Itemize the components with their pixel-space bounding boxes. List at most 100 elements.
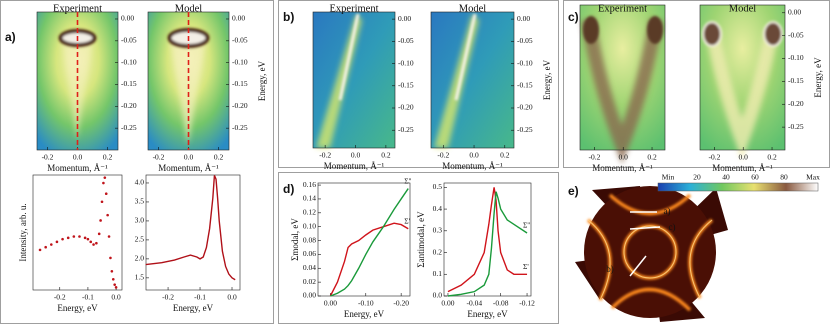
y-tick-label: 0.06 <box>303 249 316 258</box>
data-point <box>113 283 116 286</box>
colorbar-label: 80 <box>780 173 788 182</box>
x-tick-label: 0.2 <box>500 151 510 160</box>
x-tick-label: 0.0 <box>184 153 194 162</box>
y-tick-label: -0.05 <box>232 36 248 45</box>
cut-label: c) <box>669 222 676 232</box>
heatmap-title: Model <box>175 3 202 14</box>
panel-label: b) <box>283 10 294 24</box>
y-tick-label: -0.05 <box>517 36 533 45</box>
y-tick-label: 0.5 <box>433 182 443 191</box>
data-point <box>78 235 81 238</box>
x-tick-label: -0.2 <box>319 151 331 160</box>
x-tick-label: -0.20 <box>393 299 409 308</box>
colorbar-label: Max <box>806 173 820 182</box>
y-tick-label: -0.20 <box>398 103 414 112</box>
y-tick-label: -0.20 <box>788 99 804 108</box>
x-tick-label: 0.2 <box>381 151 391 160</box>
y-tick-label: -0.10 <box>398 58 414 67</box>
x-axis-label: Momentum, Å⁻¹ <box>47 163 108 173</box>
y-tick-label: -0.15 <box>121 79 137 88</box>
y-tick-label: -0.25 <box>121 123 137 132</box>
y-tick-label: 0.00 <box>398 14 411 23</box>
x-tick-label: 0.0 <box>227 293 237 302</box>
x-axis-label: Momentum, Å⁻¹ <box>442 161 503 171</box>
panel-label: a) <box>5 30 16 44</box>
data-point <box>89 240 93 244</box>
heatmap-frame <box>430 11 515 149</box>
series-label: Σ' <box>404 216 410 225</box>
data-point <box>99 219 102 222</box>
x-tick-label: 0.2 <box>103 153 113 162</box>
data-point <box>97 232 101 236</box>
x-tick-label: -0.10 <box>358 299 374 308</box>
y-tick-label: -0.10 <box>517 58 533 67</box>
x-tick-label: -0.08 <box>493 299 509 308</box>
heatmap-title: Experiment <box>598 3 647 14</box>
data-point <box>92 243 95 246</box>
y-tick-label: -0.05 <box>398 36 414 45</box>
y-axis-label: Σmodal, eV <box>290 218 300 261</box>
data-point <box>61 237 64 241</box>
y-tick-label: -0.25 <box>517 125 533 134</box>
y-tick-label: 3.5 <box>135 197 145 206</box>
y-tick-label: -0.20 <box>232 101 248 110</box>
plot-frame <box>145 174 241 291</box>
x-tick-label: 0.00 <box>324 299 337 308</box>
x-axis-label: Momentum, Å⁻¹ <box>158 163 219 173</box>
data-point <box>104 192 108 196</box>
y-tick-label: -0.10 <box>232 57 248 66</box>
data-line <box>447 187 528 293</box>
y-tick-label: 0.10 <box>303 221 316 230</box>
data-point <box>55 240 59 244</box>
y-tick-label: 0.04 <box>303 263 316 272</box>
y-tick-label: 2.5 <box>135 235 145 244</box>
y-tick-label: 0.14 <box>303 194 316 203</box>
x-tick-label: -0.04 <box>467 299 483 308</box>
x-tick-label: -0.2 <box>437 151 449 160</box>
data-line <box>145 175 236 281</box>
x-axis-label: Momentum, Å⁻¹ <box>712 163 773 173</box>
y-axis-label: Energy, eV <box>542 59 552 100</box>
y-tick-label: -0.15 <box>398 80 414 89</box>
plot-frame <box>317 182 411 297</box>
x-tick-label: 0.0 <box>111 293 121 302</box>
x-tick-label: -0.2 <box>162 293 174 302</box>
data-point <box>83 236 87 240</box>
data-point <box>86 237 90 241</box>
y-tick-label: 1.5 <box>135 273 145 282</box>
data-line <box>330 188 409 297</box>
x-tick-label: 0.2 <box>767 153 777 162</box>
y-axis-label: Energy, eV <box>257 60 267 101</box>
y-tick-label: 0.4 <box>433 204 443 213</box>
y-tick-label: 0.1 <box>433 269 443 278</box>
data-point <box>102 181 105 185</box>
y-tick-label: 2.0 <box>135 254 145 263</box>
x-axis-label: Momentum, Å⁻¹ <box>592 163 653 173</box>
y-axis-label: Energy, eV <box>813 57 823 98</box>
y-tick-label: 0.00 <box>303 291 316 300</box>
x-tick-label: 0.0 <box>351 151 361 160</box>
y-tick-label: 0.02 <box>303 277 316 286</box>
x-tick-label: 0.0 <box>739 153 749 162</box>
x-axis-label: Energy, eV <box>173 303 214 313</box>
data-point <box>110 269 114 273</box>
heatmap-title: Model <box>459 3 486 14</box>
x-tick-label: 0.0 <box>73 153 83 162</box>
fermi-surface-map <box>575 182 819 322</box>
data-point <box>66 236 70 240</box>
heatmap-title: Experiment <box>53 3 102 14</box>
data-point <box>100 200 104 204</box>
y-tick-label: 0.00 <box>788 7 801 16</box>
x-axis-label: Energy, eV <box>57 303 98 313</box>
y-tick-label: -0.25 <box>788 122 804 131</box>
panel-label: d) <box>283 182 294 196</box>
plot-frame <box>32 174 123 291</box>
data-point <box>103 176 107 179</box>
x-axis-label: Energy, eV <box>344 309 385 319</box>
y-tick-label: 0.12 <box>303 208 316 217</box>
y-tick-label: -0.20 <box>517 103 533 112</box>
x-tick-label: -0.2 <box>153 153 165 162</box>
series-label: Σ'' <box>523 221 531 230</box>
cut-label: a) <box>664 206 671 216</box>
